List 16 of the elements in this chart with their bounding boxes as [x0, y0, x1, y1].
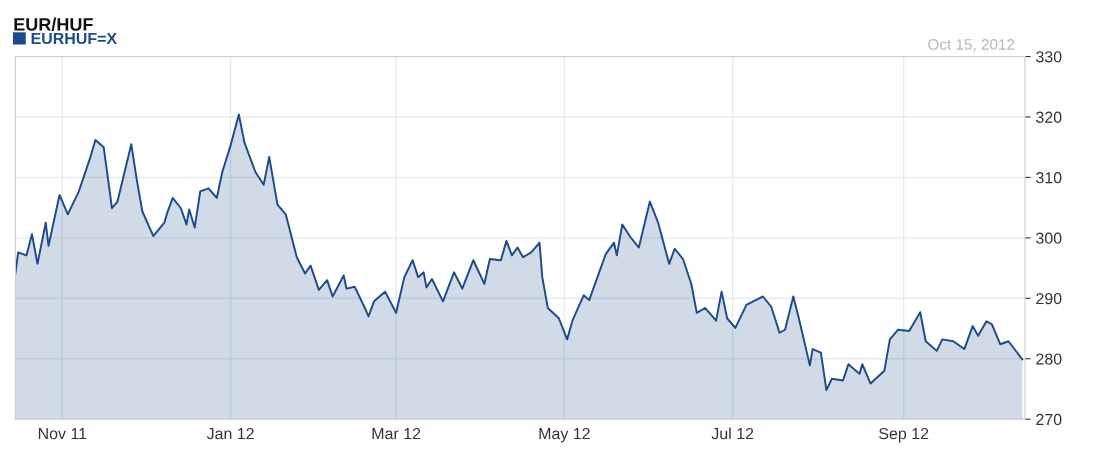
x-tick-label: May 12: [539, 427, 590, 443]
x-tick-label: Jan 12: [206, 427, 254, 440]
y-tick-label: 330: [1036, 51, 1062, 63]
x-tick-label: Sep 12: [879, 427, 929, 443]
x-tick-label: Nov 11: [38, 428, 87, 440]
text: Oct 15, 2012: [928, 39, 1015, 52]
y-tick-label: 280: [1036, 353, 1062, 365]
y-tick-label: 300: [1036, 232, 1062, 244]
legend-label: EURHUF=X: [31, 32, 117, 45]
x-tick-label: Mar 12: [372, 427, 421, 440]
y-tick-label: 320: [1036, 111, 1062, 123]
y-tick-label: 290: [1036, 292, 1062, 305]
chart-title: EUR/HUF: [14, 17, 93, 31]
y-tick-label: 270: [1036, 413, 1062, 426]
y-tick-label: 310: [1036, 172, 1062, 184]
x-tick-label: Jul 12: [711, 427, 754, 440]
